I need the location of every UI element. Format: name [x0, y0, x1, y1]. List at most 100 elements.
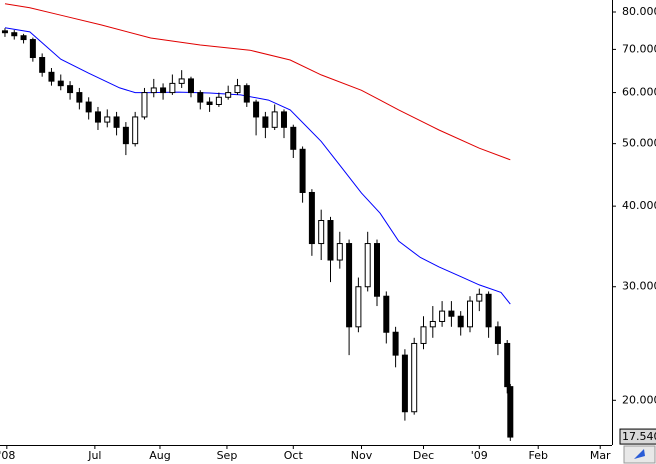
candle — [401, 349, 408, 421]
candle-body — [178, 78, 185, 84]
candle — [411, 337, 418, 415]
x-tick-label: Nov — [351, 449, 373, 462]
candle — [132, 111, 139, 147]
candle — [346, 239, 353, 356]
moving-average-line — [4, 27, 511, 305]
candle-body — [160, 87, 167, 94]
x-tick-label: Feb — [528, 449, 547, 462]
candle — [206, 97, 213, 112]
y-tick-label: 70.000 — [622, 42, 656, 55]
candle — [1, 28, 8, 37]
candle — [494, 321, 501, 356]
candle-body — [104, 116, 111, 123]
candle — [271, 104, 278, 130]
candle-body — [20, 35, 27, 41]
candle-body — [85, 101, 92, 113]
candle-body — [11, 32, 18, 37]
last-price-label: 17.540 — [622, 430, 656, 443]
icon-arrow[interactable] — [634, 449, 645, 459]
candle-body — [67, 85, 74, 94]
candle — [457, 311, 464, 336]
candle-body — [234, 85, 241, 94]
x-tick-label: Jul — [87, 449, 101, 462]
candle-body — [420, 326, 427, 344]
moving-average-line — [4, 3, 511, 161]
candle — [85, 97, 92, 120]
candle — [253, 99, 260, 136]
candle — [308, 189, 315, 256]
candle-body — [299, 148, 306, 193]
candle — [234, 78, 241, 95]
candle — [448, 301, 455, 327]
candle-body — [290, 126, 297, 150]
candle-body — [327, 220, 334, 261]
y-tick-label: 40.000 — [622, 199, 656, 212]
candle-body — [411, 342, 418, 413]
candle — [355, 277, 362, 333]
candle — [169, 74, 176, 95]
corner-icon[interactable] — [623, 445, 656, 464]
candle-body — [429, 320, 436, 328]
candle-body — [504, 342, 511, 388]
candle — [485, 291, 492, 338]
candle-body — [94, 111, 101, 123]
candle-body — [57, 80, 64, 87]
candle — [439, 301, 446, 327]
x-tick-label: '08 — [0, 449, 15, 462]
candle — [243, 83, 250, 107]
candle-body — [401, 354, 408, 413]
candle-body — [373, 243, 380, 297]
x-tick-label: '09 — [471, 449, 488, 462]
x-tick-label: Sep — [217, 449, 238, 462]
candle — [76, 87, 83, 110]
candle-body — [439, 310, 446, 322]
candle-body — [346, 243, 353, 328]
candle — [318, 209, 325, 261]
candle — [280, 109, 287, 139]
candle — [364, 231, 371, 292]
x-tick-label: Dec — [413, 449, 434, 462]
candle-body — [253, 101, 260, 118]
candle-body — [355, 286, 362, 328]
candle-body — [113, 116, 120, 128]
candle-body — [187, 78, 194, 94]
candle — [141, 87, 148, 120]
candle-body — [169, 82, 176, 94]
candle-body — [485, 293, 492, 328]
y-tick-label: 30.000 — [622, 280, 656, 293]
candle — [57, 74, 64, 91]
candle — [48, 68, 55, 86]
candle — [150, 78, 157, 98]
candle-body — [132, 116, 139, 145]
x-tick-label: Mar — [590, 449, 611, 462]
candle-body — [76, 92, 83, 103]
candle-body — [364, 243, 371, 288]
candle-body — [197, 92, 204, 103]
candle — [160, 83, 167, 100]
candle-body — [262, 116, 269, 128]
last-price-box — [619, 428, 656, 445]
candle-body — [318, 220, 325, 245]
candle — [178, 70, 185, 88]
candle — [383, 291, 390, 344]
candle-body — [308, 191, 315, 245]
candle — [187, 76, 194, 98]
x-tick-label: Aug — [149, 449, 170, 462]
candle — [467, 296, 474, 333]
candle — [429, 306, 436, 338]
candle-body — [507, 386, 514, 438]
candle-body — [494, 326, 501, 344]
candle — [20, 33, 27, 44]
candle — [290, 124, 297, 159]
candle-body — [29, 39, 36, 59]
candle-body — [215, 96, 222, 105]
candle-body — [383, 295, 390, 333]
candle-body — [122, 126, 129, 145]
candle — [392, 326, 399, 368]
candle-body — [280, 111, 287, 128]
candle-body — [150, 87, 157, 94]
candle — [39, 53, 46, 77]
candle — [104, 109, 111, 128]
candle-body — [243, 85, 250, 103]
